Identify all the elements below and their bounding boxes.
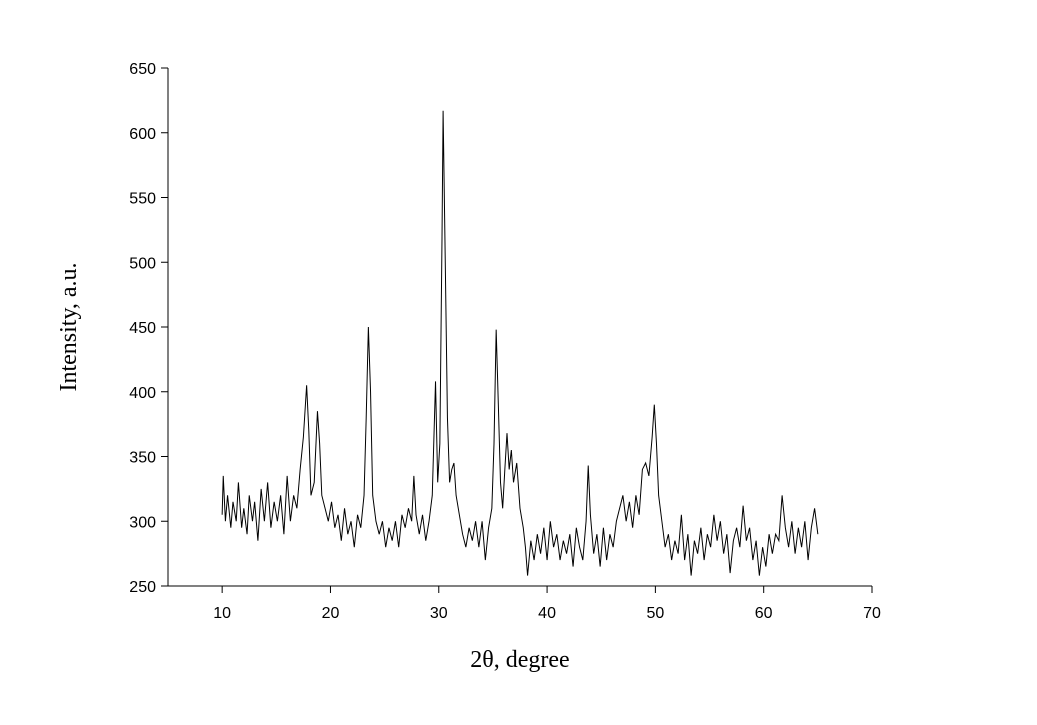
x-axis-title: 2θ, degree (470, 647, 569, 673)
y-tick-label: 450 (129, 320, 156, 337)
y-tick-label: 400 (129, 385, 156, 402)
data-line (221, 110, 819, 576)
y-tick-label: 600 (129, 126, 156, 143)
y-tick-label: 500 (129, 255, 156, 272)
x-tick-label: 70 (863, 605, 881, 622)
x-tick-label: 20 (322, 605, 340, 622)
x-tick-label: 60 (755, 605, 773, 622)
x-tick-label: 40 (538, 605, 556, 622)
x-tick-label: 50 (646, 605, 664, 622)
x-tick-label: 10 (213, 605, 231, 622)
y-tick-label: 350 (129, 450, 156, 467)
y-axis-title: Intensity, a.u. (56, 262, 82, 391)
y-tick-label: 550 (129, 191, 156, 208)
y-tick-label: 650 (129, 61, 156, 78)
y-tick-label: 300 (129, 514, 156, 531)
x-tick-label: 30 (430, 605, 448, 622)
y-tick-label: 250 (129, 579, 156, 596)
